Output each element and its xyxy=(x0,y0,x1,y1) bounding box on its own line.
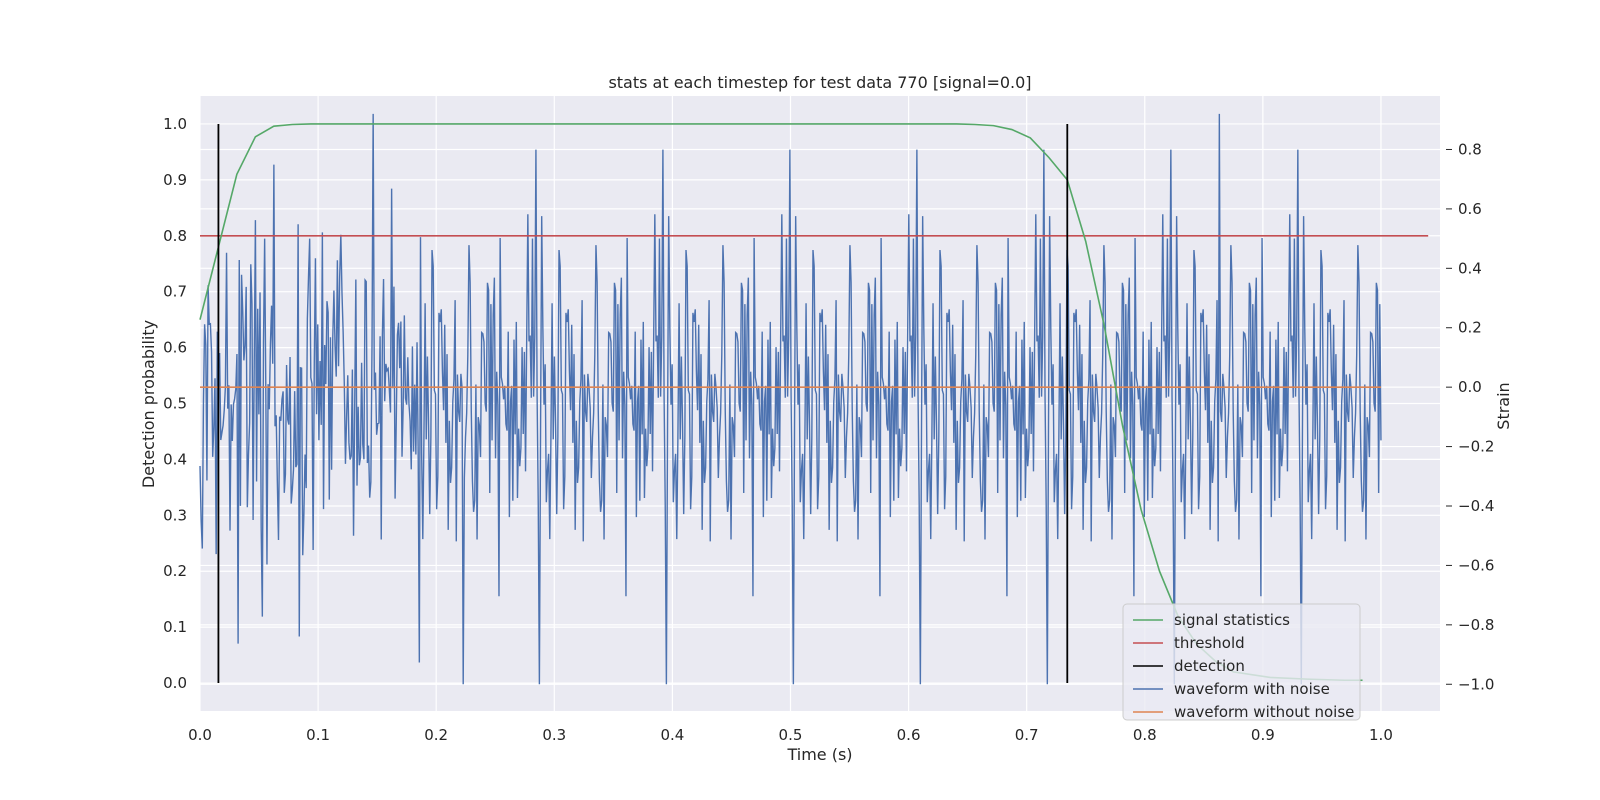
y-tick-label-right: −0.2 xyxy=(1458,438,1494,456)
y-tick-label-left: 0.0 xyxy=(163,674,187,692)
x-axis-label: Time (s) xyxy=(786,745,852,764)
y-axis-label-right: Strain xyxy=(1494,382,1513,429)
x-tick-label: 0.2 xyxy=(424,726,448,744)
y-tick-label-right: −1.0 xyxy=(1458,675,1494,693)
y-tick-label-right: 0.6 xyxy=(1458,200,1482,218)
x-tick-label: 0.5 xyxy=(779,726,803,744)
y-tick-label-right: 0.4 xyxy=(1458,259,1482,277)
y-tick-label-right: −0.6 xyxy=(1458,556,1494,574)
x-tick-label: 0.6 xyxy=(897,726,921,744)
y-tick-label-left: 0.6 xyxy=(163,339,187,357)
legend-label: threshold xyxy=(1174,634,1245,652)
legend-box xyxy=(1122,603,1361,721)
y-tick-label-right: 0.2 xyxy=(1458,319,1482,337)
x-tick-label: 0.0 xyxy=(188,726,212,744)
legend-label: signal statistics xyxy=(1174,611,1290,629)
y-tick-label-left: 0.9 xyxy=(163,171,187,189)
legend-label: detection xyxy=(1174,657,1245,675)
y-tick-label-right: 0.0 xyxy=(1458,378,1482,396)
y-tick-label-right: −0.8 xyxy=(1458,616,1494,634)
legend-label: waveform without noise xyxy=(1174,703,1354,721)
y-tick-label-left: 0.7 xyxy=(163,283,187,301)
y-tick-label-left: 0.4 xyxy=(163,450,187,468)
y-tick-label-left: 1.0 xyxy=(163,115,187,133)
y-tick-label-left: 0.8 xyxy=(163,227,187,245)
y-tick-label-left: 0.2 xyxy=(163,562,187,580)
chart-title: stats at each timestep for test data 770… xyxy=(608,73,1031,92)
x-tick-label: 0.8 xyxy=(1133,726,1157,744)
y-tick-label-left: 0.3 xyxy=(163,506,187,524)
y-axis-label-left: Detection probability xyxy=(139,320,158,488)
y-tick-label-left: 0.1 xyxy=(163,618,187,636)
x-tick-label: 0.4 xyxy=(660,726,684,744)
y-tick-label-left: 0.5 xyxy=(163,395,187,413)
x-tick-label: 0.3 xyxy=(542,726,566,744)
y-tick-label-right: −0.4 xyxy=(1458,497,1494,515)
axes-layer: 0.0 0.1 0.2 0.3 0.4 0.5 0.6 0.7 0.8 0.9 1.0 0.0 0.1 0… xyxy=(163,115,1494,744)
x-tick-label: 0.7 xyxy=(1015,726,1039,744)
legend: signal statistics threshold detection wavef… xyxy=(1122,603,1361,721)
x-tick-label: 1.0 xyxy=(1369,726,1393,744)
legend-label: waveform with noise xyxy=(1174,680,1330,698)
x-tick-label: 0.1 xyxy=(306,726,330,744)
x-tick-label: 0.9 xyxy=(1251,726,1275,744)
series-waveform-with-noise xyxy=(199,113,1382,685)
y-tick-label-right: 0.8 xyxy=(1458,140,1482,158)
